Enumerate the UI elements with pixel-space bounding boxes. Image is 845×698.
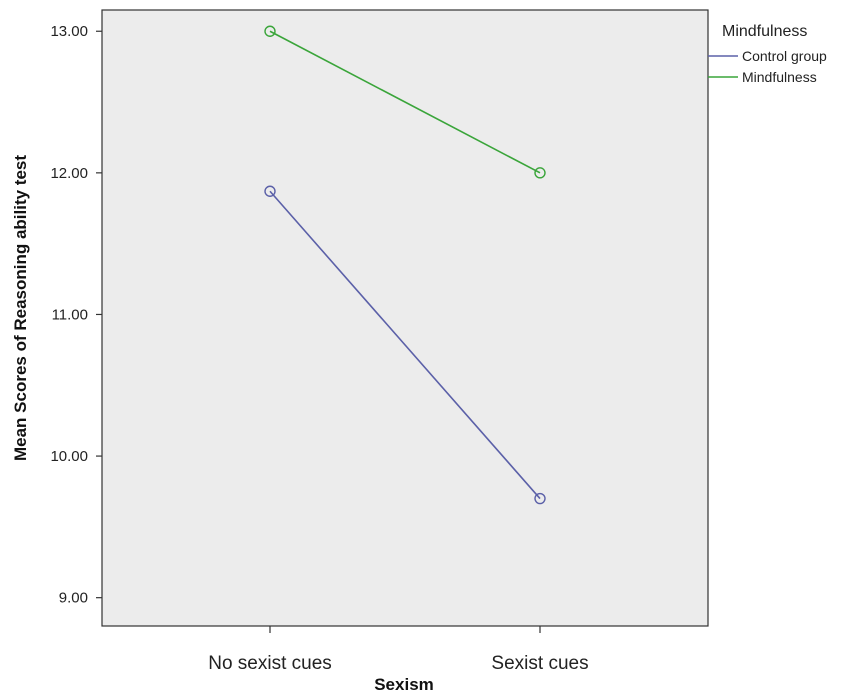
legend-label: Control group: [742, 48, 827, 64]
y-tick-label: 10.00: [50, 448, 88, 465]
data-point: [264, 25, 276, 37]
x-axis: No sexist cues Sexist cues: [208, 626, 589, 674]
legend-title: Mindfulness: [722, 23, 807, 40]
series-line-0: [269, 190, 541, 500]
series-layer: [264, 25, 546, 505]
y-tick-label: 12.00: [50, 165, 88, 182]
legend-items: Control group Mindfulness: [708, 48, 827, 85]
y-tick-label: 9.00: [59, 590, 88, 607]
data-point: [534, 167, 546, 179]
data-point: [534, 492, 546, 505]
legend-label: Mindfulness: [742, 69, 817, 85]
x-category-label: No sexist cues: [208, 653, 332, 674]
plot-area: [101, 9, 709, 627]
legend: Mindfulness Control group Mindfulness: [708, 23, 827, 85]
y-axis-title: Mean Scores of Reasoning ability test: [11, 155, 30, 461]
series-line-1: [269, 30, 541, 174]
y-tick-label: 11.00: [52, 306, 88, 323]
x-axis-title: Sexism: [374, 675, 434, 694]
y-axis: 9.00 10.00 11.00 12.00 13.00: [50, 23, 102, 607]
data-point: [264, 185, 276, 197]
x-category-label: Sexist cues: [491, 653, 588, 674]
y-tick-label: 13.00: [50, 23, 88, 40]
